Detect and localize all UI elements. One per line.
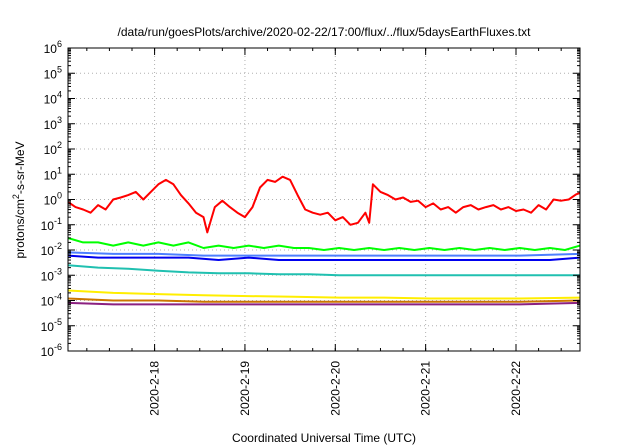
y-tick-label: 102 [44,140,62,157]
y-axis-title-part1: protons/cm [13,199,27,258]
y-tick-exponent: 5 [57,64,62,74]
series-layer [67,175,581,306]
y-tick-base: 10 [44,194,58,208]
y-tick-label: 100 [44,191,62,208]
y-tick-label: 10-1 [41,216,62,233]
y-tick-exponent: 2 [57,140,62,150]
y-tick-label: 105 [44,64,62,81]
y-tick-base: 10 [41,345,55,359]
x-tick-label: 2020-2-18 [148,361,162,416]
y-tick-label: 104 [44,90,62,107]
y-axis: 10-610-510-410-310-210-11001011021031041… [41,39,580,359]
y-tick-exponent: -4 [54,292,62,302]
series-line-5 [67,264,580,277]
y-tick-base: 10 [44,67,58,81]
series-line-7 [67,297,581,303]
y-tick-exponent: -3 [54,266,62,276]
y-tick-exponent: -5 [54,317,62,327]
y-tick-exponent: 3 [57,115,62,125]
y-tick-exponent: 1 [57,165,62,175]
y-tick-base: 10 [41,219,55,233]
y-tick-exponent: 0 [57,191,62,201]
y-tick-base: 10 [44,93,58,107]
y-tick-label: 10-5 [41,317,62,334]
series-line-2 [67,237,581,251]
y-tick-base: 10 [44,42,58,56]
series-line-4 [67,251,581,257]
y-tick-base: 10 [44,168,58,182]
y-tick-exponent: 6 [57,39,62,49]
y-axis-title-part2: -s-sr-MeV [13,141,27,194]
y-tick-exponent: -2 [54,241,62,251]
y-tick-exponent: 4 [57,90,62,100]
y-tick-base: 10 [41,295,55,309]
series-line-3 [67,254,581,261]
x-axis-title: Coordinated Universal Time (UTC) [232,431,416,445]
x-tick-label: 2020-2-20 [328,361,342,416]
x-tick-label: 2020-2-22 [509,361,523,416]
y-tick-label: 10-6 [41,342,62,359]
x-tick-label: 2020-2-19 [238,361,252,416]
y-tick-label: 10-3 [41,266,62,283]
y-tick-label: 103 [44,115,62,132]
y-axis-title: protons/cm2-s-sr-MeV [11,141,27,258]
y-tick-base: 10 [41,244,55,258]
y-tick-label: 10-2 [41,241,62,258]
y-tick-base: 10 [44,118,58,132]
y-tick-base: 10 [41,269,55,283]
y-tick-base: 10 [41,320,55,334]
series-line-1 [67,175,581,234]
y-tick-base: 10 [44,143,58,157]
chart-title: /data/run/goesPlots/archive/2020-02-22/1… [118,25,532,39]
y-tick-exponent: -6 [54,342,62,352]
y-tick-label: 101 [44,165,62,182]
y-tick-label: 10-4 [41,292,62,309]
x-axis: 2020-2-18 2020-2-19 2020-2-20 2020-2-21 2020… [86,48,562,416]
series-line-6 [67,289,581,300]
series-line-8 [67,301,581,306]
x-tick-label: 2020-2-21 [419,361,433,416]
y-axis-title-sup: 2 [11,194,21,199]
y-tick-label: 106 [44,39,62,56]
y-tick-exponent: -1 [54,216,62,226]
